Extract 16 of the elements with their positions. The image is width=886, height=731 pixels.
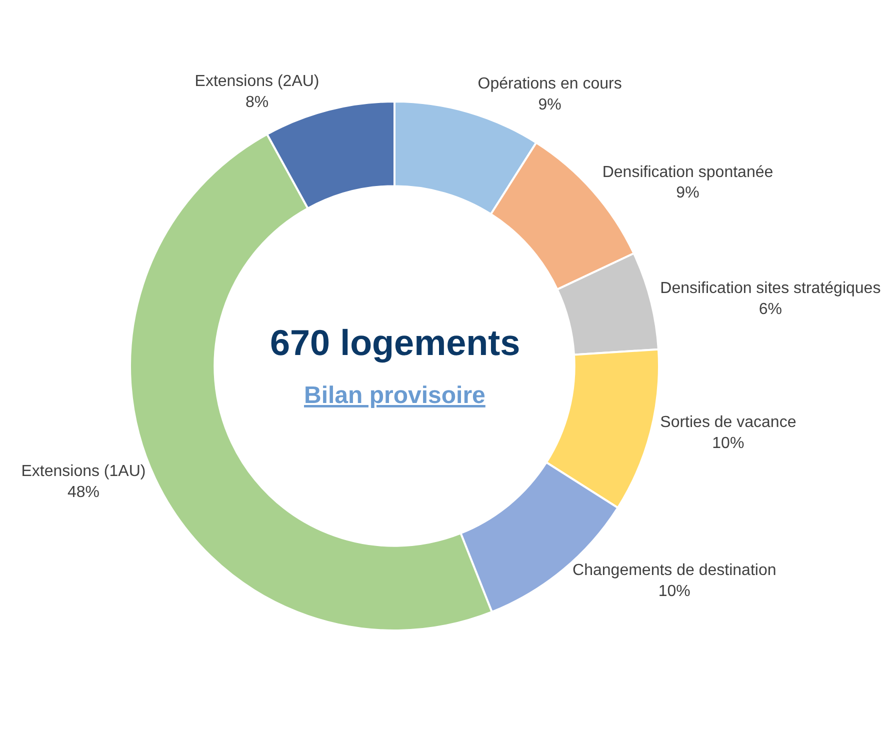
slice-label: Extensions (2AU) bbox=[194, 73, 320, 90]
slice-label: Opérations en cours bbox=[478, 76, 622, 93]
data-label: 9% bbox=[676, 184, 700, 202]
slice-label: Densification spontanée bbox=[602, 164, 774, 181]
data-label: 48% bbox=[67, 484, 100, 501]
data-label: 10% bbox=[658, 582, 690, 600]
data-label: 6% bbox=[758, 300, 782, 318]
data-label: 10% bbox=[712, 434, 744, 452]
slice-label: Sorties de vacance bbox=[660, 414, 796, 432]
text: 670 logements bbox=[270, 322, 520, 363]
slice-label: Extensions (1AU) bbox=[21, 463, 146, 480]
slice-label: Densification sites stratégiques bbox=[660, 280, 881, 298]
data-label: 8% bbox=[245, 94, 269, 111]
text: Bilan provisoire bbox=[304, 382, 486, 409]
data-label: 9% bbox=[538, 96, 562, 114]
slice-label: Changements de destination bbox=[572, 562, 776, 580]
